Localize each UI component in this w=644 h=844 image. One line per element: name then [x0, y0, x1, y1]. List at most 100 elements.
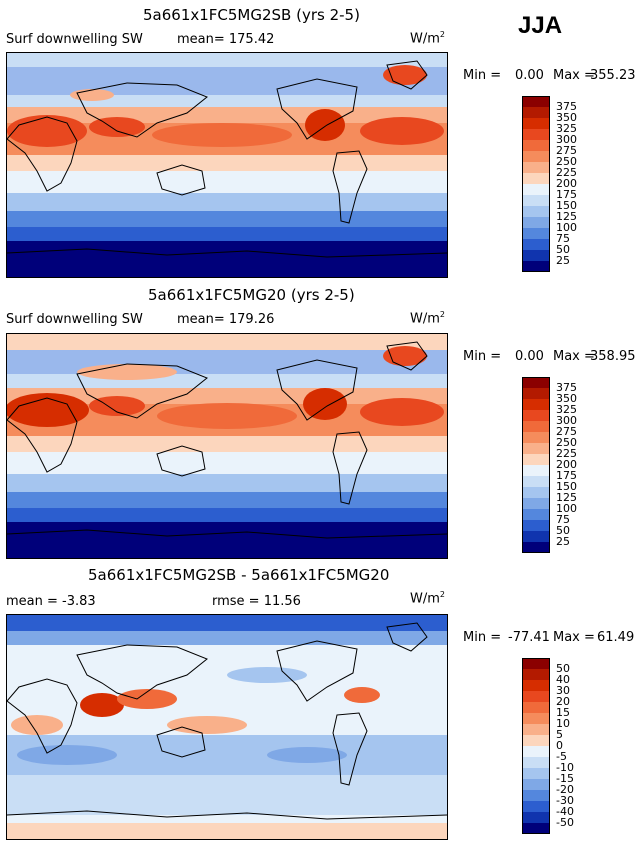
map-coast-antarctica: [7, 810, 447, 820]
colorbar-swatch: [522, 421, 550, 432]
map-band-equator: [7, 155, 447, 171]
colorbar-swatch: [522, 173, 550, 184]
colorbar-swatch: [522, 377, 550, 388]
colorbar-swatch: [522, 162, 550, 173]
colorbar-tick-label: 100: [556, 502, 577, 515]
colorbar-tick-label: 50: [556, 524, 570, 537]
colorbar-swatch: [522, 195, 550, 206]
colorbar-swatch: [522, 228, 550, 239]
map-coast-greenland: [386, 341, 428, 371]
map-coast-africa: [7, 678, 78, 754]
panel-2-mean: mean= 179.26: [177, 312, 275, 327]
panel-2-map: [6, 333, 448, 559]
colorbar-swatch: [522, 713, 550, 724]
colorbar-swatch: [522, 768, 550, 779]
colorbar-tick-label: 350: [556, 392, 577, 405]
colorbar-swatch: [522, 399, 550, 410]
map-coast-australia: [156, 726, 206, 758]
map-band-equator: [7, 436, 447, 452]
colorbar-swatch: [522, 509, 550, 520]
map-band-smid: [7, 193, 447, 211]
colorbar-tick-label: -50: [556, 816, 574, 829]
colorbar-swatch: [522, 812, 550, 823]
colorbar-tick-label: 0: [556, 739, 563, 752]
map-anom-npac: [227, 667, 307, 683]
panel-3-min-value: -77.41: [508, 630, 550, 645]
colorbar-swatch: [522, 454, 550, 465]
colorbar-swatch: [522, 702, 550, 713]
colorbar-tick-label: 125: [556, 210, 577, 223]
colorbar-tick-label: 325: [556, 403, 577, 416]
colorbar-tick-label: -30: [556, 794, 574, 807]
colorbar-swatch: [522, 217, 550, 228]
map-anom-sindian: [17, 745, 117, 765]
map-band-arctic: [7, 615, 447, 631]
colorbar-swatch: [522, 487, 550, 498]
colorbar-swatch: [522, 443, 550, 454]
map-coast-eurasia: [76, 644, 208, 700]
panel-2-map-svg: [7, 334, 447, 558]
panel-2-units: W/m2: [410, 310, 445, 327]
panel-1-max-value: 355.23: [590, 68, 636, 83]
colorbar-swatch: [522, 680, 550, 691]
colorbar-tick-label: -20: [556, 783, 574, 796]
map-hotspot-npacific: [152, 123, 292, 147]
colorbar-tick-label: -5: [556, 750, 567, 763]
panel-1-max-label: Max =: [553, 68, 595, 83]
colorbar-tick-label: 300: [556, 133, 577, 146]
map-anom-africa: [11, 715, 63, 735]
map-band-s50: [7, 508, 447, 522]
map-band-arctic2: [7, 631, 447, 645]
panel-1-mean: mean= 175.42: [177, 32, 275, 47]
map-coast-antarctica: [7, 529, 447, 539]
map-coast-namerica: [276, 78, 358, 140]
colorbar-tick-label: 275: [556, 144, 577, 157]
panel-1-min-value: 0.00: [515, 68, 544, 83]
colorbar-swatch: [522, 410, 550, 421]
panel-3-units: W/m2: [410, 590, 445, 607]
colorbar-swatch: [522, 107, 550, 118]
colorbar-swatch: [522, 465, 550, 476]
colorbar-swatch: [522, 735, 550, 746]
colorbar-tick-label: 25: [556, 535, 570, 548]
colorbar-tick-label: 10: [556, 717, 570, 730]
colorbar-swatch: [522, 801, 550, 812]
colorbar-swatch: [522, 432, 550, 443]
colorbar-swatch: [522, 779, 550, 790]
map-band-antarctic: [7, 823, 447, 839]
map-hotspot-npacific: [157, 403, 297, 429]
map-coast-australia: [156, 445, 206, 477]
colorbar-tick-label: 225: [556, 447, 577, 460]
panel-2-title: 5a661x1FC5MG20 (yrs 2-5): [148, 286, 355, 304]
colorbar-tick-label: 75: [556, 513, 570, 526]
panel-1-map: [6, 52, 448, 278]
map-band-antarctic: [7, 522, 447, 558]
colorbar-tick-label: 250: [556, 436, 577, 449]
map-band-s50: [7, 227, 447, 241]
panel-1-min-label: Min =: [463, 68, 502, 83]
map-coast-africa: [7, 116, 78, 192]
map-hotspot-greenland: [383, 346, 427, 366]
map-hotspot-asia: [77, 364, 177, 380]
colorbar-swatch: [522, 823, 550, 834]
panel-2-variable-label: Surf downwelling SW: [6, 312, 143, 327]
colorbar-tick-label: 25: [556, 254, 570, 267]
map-coast-greenland: [386, 622, 428, 652]
colorbar-swatch: [522, 790, 550, 801]
map-coast-samerica: [332, 431, 368, 505]
map-anom-wpac: [167, 716, 247, 734]
colorbar-tick-label: 375: [556, 100, 577, 113]
map-hotspot-sahara: [7, 115, 87, 147]
map-anom-seasia: [117, 689, 177, 709]
colorbar-swatch: [522, 206, 550, 217]
colorbar-swatch: [522, 476, 550, 487]
panel-2-max-value: 358.95: [590, 349, 636, 364]
map-band-nmid: [7, 95, 447, 107]
map-coast-australia: [156, 164, 206, 196]
panel-2-max-label: Max =: [553, 349, 595, 364]
colorbar-tick-label: 30: [556, 684, 570, 697]
colorbar-swatch: [522, 669, 550, 680]
colorbar-swatch: [522, 498, 550, 509]
map-band-arctic: [7, 334, 447, 350]
colorbar-tick-label: 250: [556, 155, 577, 168]
